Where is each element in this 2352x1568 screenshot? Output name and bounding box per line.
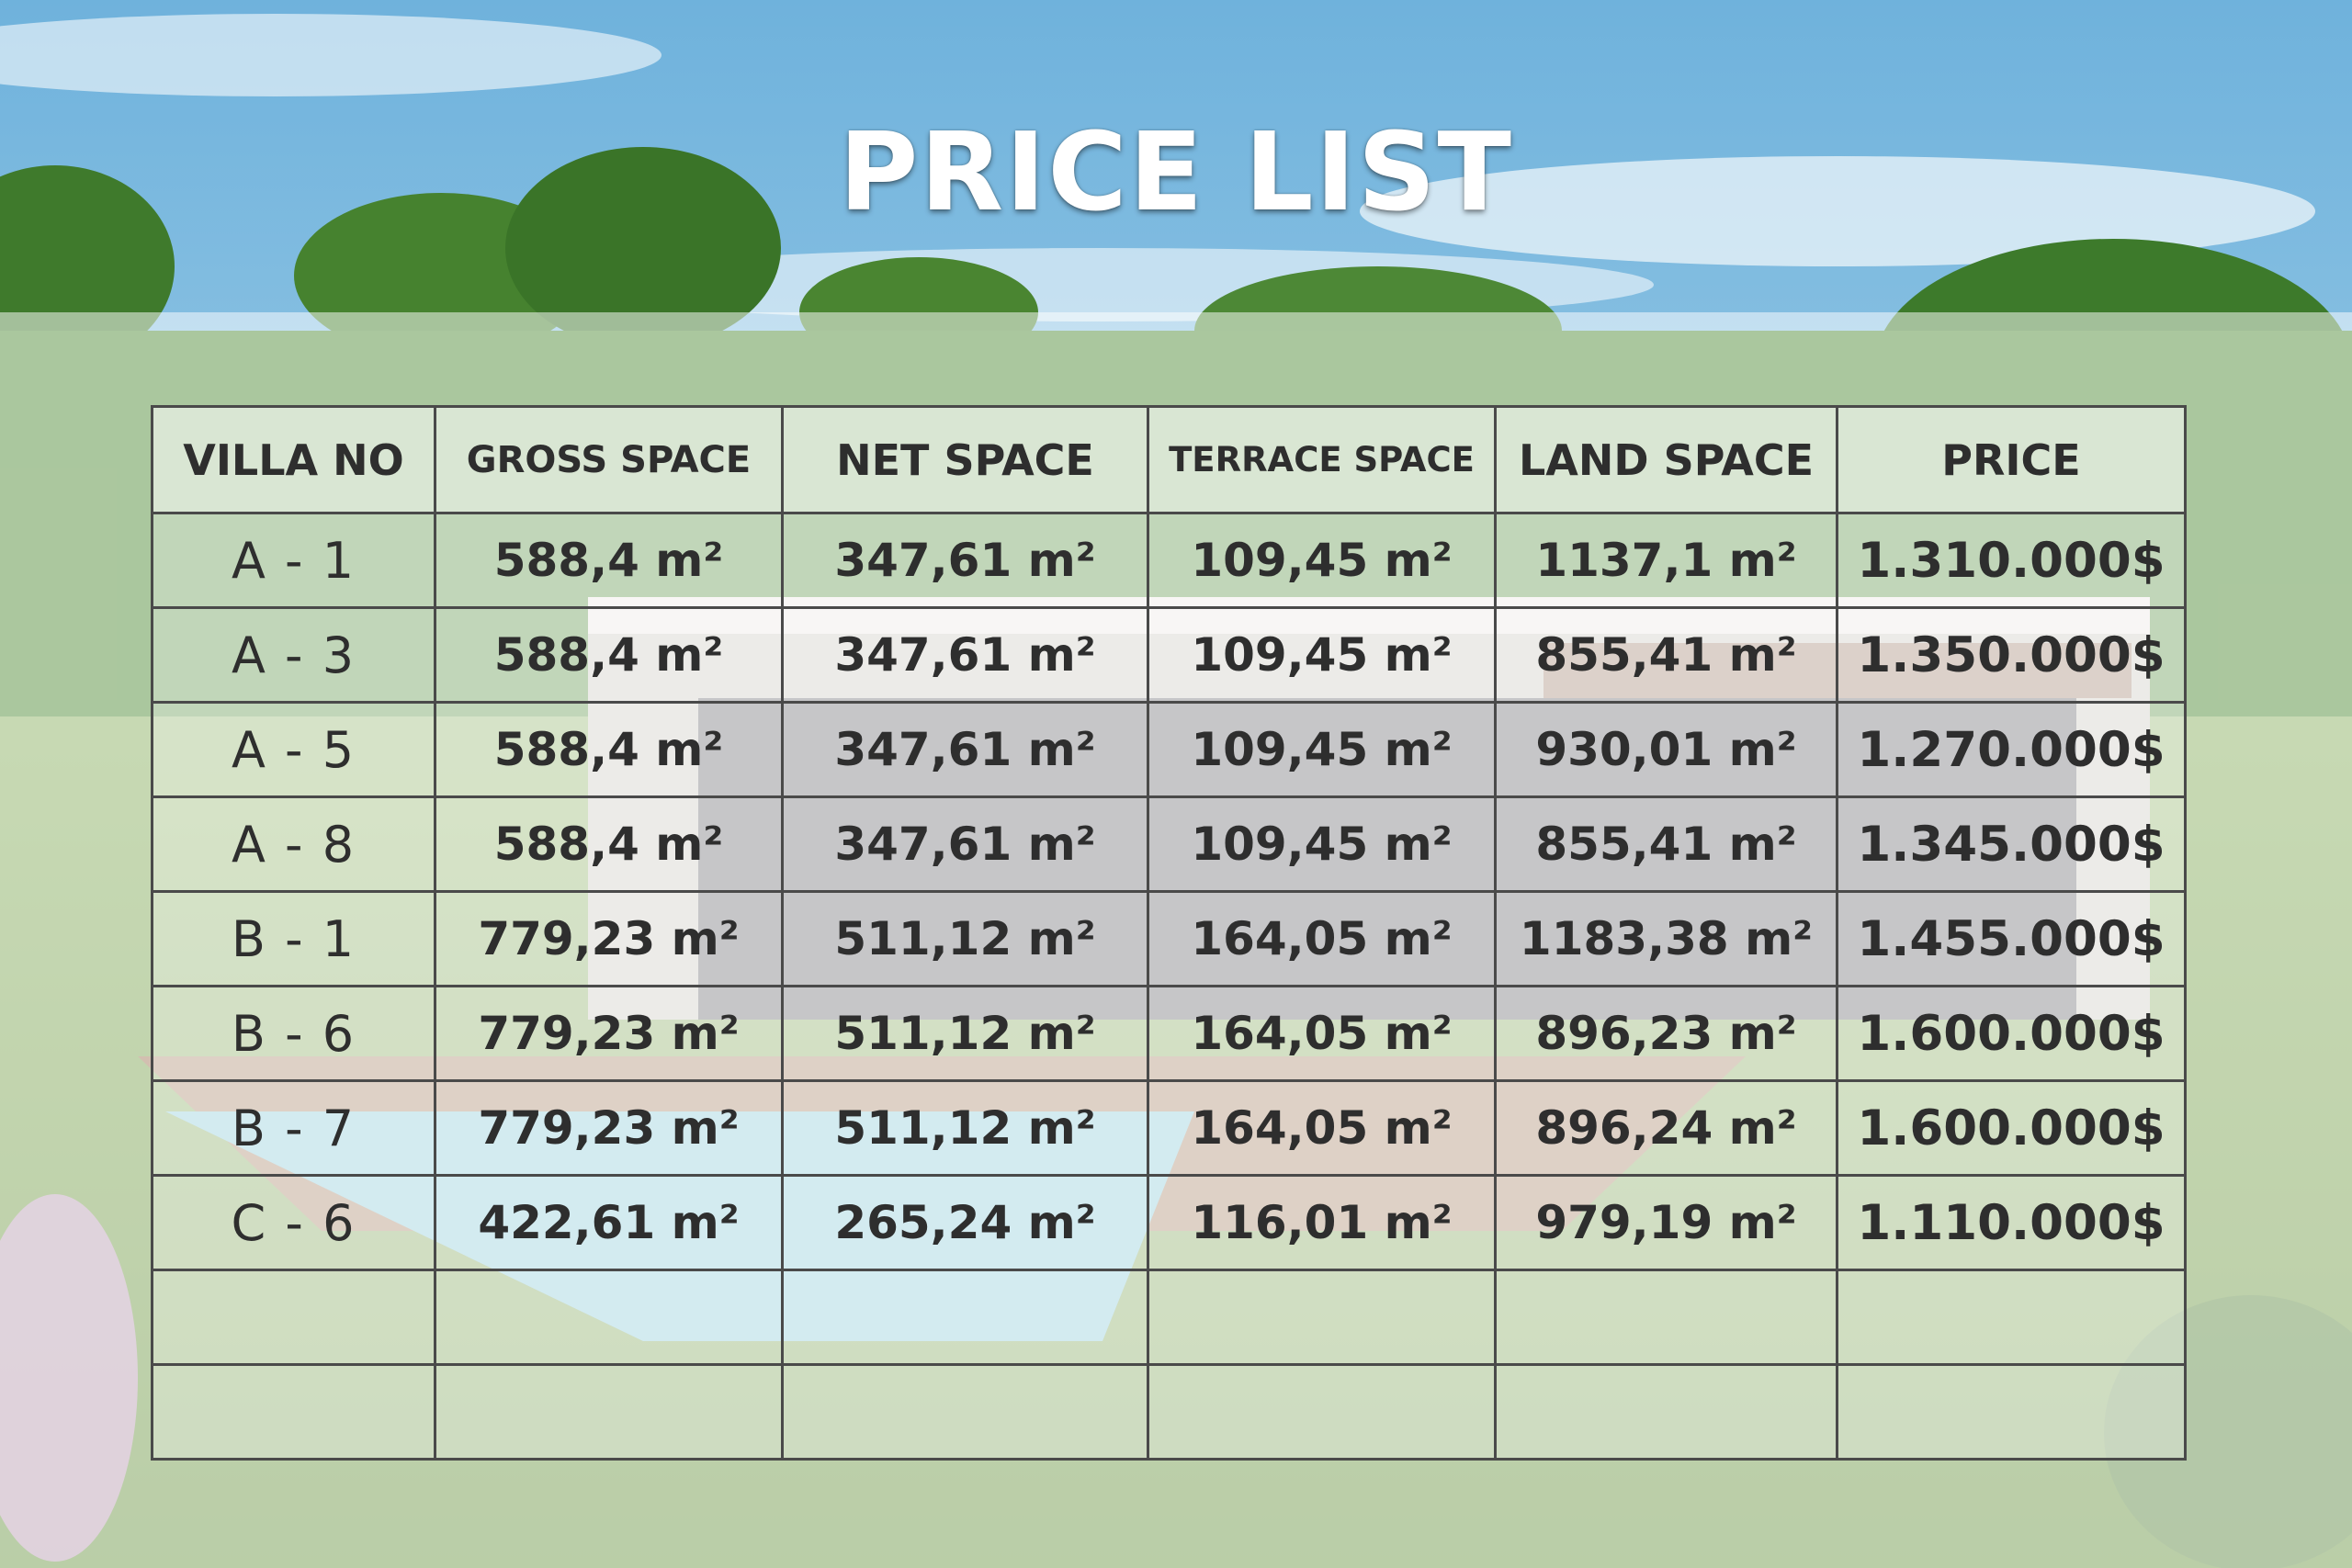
net-space-cell: 347,61 m² [781,701,1149,798]
gross-space-cell: 779,23 m² [434,985,784,1082]
table-row-empty [151,1269,2187,1366]
header-gross-space: GROSS SPACE [434,405,784,514]
price-cell: 1.350.000$ [1836,606,2187,704]
gross-space-cell: 588,4 m² [434,795,784,893]
empty-cell [151,1363,436,1461]
gross-space-cell: 588,4 m² [434,512,784,609]
net-space-cell: 511,12 m² [781,985,1149,1082]
price-table-container: VILLA NO GROSS SPACE NET SPACE TERRACE S… [151,405,2187,1461]
net-space-cell: 347,61 m² [781,795,1149,893]
land-space-cell: 855,41 m² [1494,795,1838,893]
price-cell: 1.600.000$ [1836,1079,2187,1177]
table-row: A - 3 588,4 m² 347,61 m² 109,45 m² 855,4… [151,606,2187,704]
price-cell: 1.310.000$ [1836,512,2187,609]
net-space-cell: 511,12 m² [781,890,1149,987]
empty-cell [1147,1269,1497,1366]
price-cell: 1.345.000$ [1836,795,2187,893]
table-row: B - 7 779,23 m² 511,12 m² 164,05 m² 896,… [151,1079,2187,1177]
net-space-cell: 511,12 m² [781,1079,1149,1177]
villa-no-cell: B - 6 [151,985,436,1082]
terrace-space-cell: 109,45 m² [1147,795,1497,893]
terrace-space-cell: 164,05 m² [1147,1079,1497,1177]
terrace-space-cell: 164,05 m² [1147,890,1497,987]
land-space-cell: 930,01 m² [1494,701,1838,798]
terrace-space-cell: 164,05 m² [1147,985,1497,1082]
empty-cell [1836,1269,2187,1366]
empty-cell [781,1269,1149,1366]
empty-cell [1494,1269,1838,1366]
header-net-space: NET SPACE [781,405,1149,514]
land-space-cell: 855,41 m² [1494,606,1838,704]
land-space-cell: 1137,1 m² [1494,512,1838,609]
table-row: A - 8 588,4 m² 347,61 m² 109,45 m² 855,4… [151,795,2187,893]
villa-no-cell: B - 1 [151,890,436,987]
table-row: A - 1 588,4 m² 347,61 m² 109,45 m² 1137,… [151,512,2187,609]
table-row: B - 1 779,23 m² 511,12 m² 164,05 m² 1183… [151,890,2187,987]
villa-no-cell: A - 5 [151,701,436,798]
terrace-space-cell: 116,01 m² [1147,1174,1497,1271]
empty-cell [434,1269,784,1366]
empty-cell [781,1363,1149,1461]
empty-cell [1494,1363,1838,1461]
villa-no-cell: A - 8 [151,795,436,893]
gross-space-cell: 779,23 m² [434,1079,784,1177]
gross-space-cell: 779,23 m² [434,890,784,987]
terrace-space-cell: 109,45 m² [1147,701,1497,798]
price-cell: 1.110.000$ [1836,1174,2187,1271]
table-header-row: VILLA NO GROSS SPACE NET SPACE TERRACE S… [151,405,2187,514]
gross-space-cell: 422,61 m² [434,1174,784,1271]
empty-cell [1836,1363,2187,1461]
land-space-cell: 1183,38 m² [1494,890,1838,987]
price-table: VILLA NO GROSS SPACE NET SPACE TERRACE S… [151,405,2187,1461]
empty-cell [1147,1363,1497,1461]
villa-no-cell: A - 3 [151,606,436,704]
land-space-cell: 979,19 m² [1494,1174,1838,1271]
net-space-cell: 347,61 m² [781,512,1149,609]
gross-space-cell: 588,4 m² [434,606,784,704]
table-row: A - 5 588,4 m² 347,61 m² 109,45 m² 930,0… [151,701,2187,798]
header-terrace-space: TERRACE SPACE [1147,405,1497,514]
land-space-cell: 896,23 m² [1494,985,1838,1082]
villa-no-cell: C - 6 [151,1174,436,1271]
price-cell: 1.600.000$ [1836,985,2187,1082]
net-space-cell: 265,24 m² [781,1174,1149,1271]
price-cell: 1.270.000$ [1836,701,2187,798]
land-space-cell: 896,24 m² [1494,1079,1838,1177]
empty-cell [434,1363,784,1461]
villa-no-cell: B - 7 [151,1079,436,1177]
table-row: C - 6 422,61 m² 265,24 m² 116,01 m² 979,… [151,1174,2187,1271]
table-row-empty [151,1363,2187,1461]
terrace-space-cell: 109,45 m² [1147,512,1497,609]
villa-no-cell: A - 1 [151,512,436,609]
page-title: PRICE LIST [838,108,1514,235]
gross-space-cell: 588,4 m² [434,701,784,798]
net-space-cell: 347,61 m² [781,606,1149,704]
empty-cell [151,1269,436,1366]
header-price: PRICE [1836,405,2187,514]
price-cell: 1.455.000$ [1836,890,2187,987]
header-villa-no: VILLA NO [151,405,436,514]
header-land-space: LAND SPACE [1494,405,1838,514]
table-row: B - 6 779,23 m² 511,12 m² 164,05 m² 896,… [151,985,2187,1082]
terrace-space-cell: 109,45 m² [1147,606,1497,704]
